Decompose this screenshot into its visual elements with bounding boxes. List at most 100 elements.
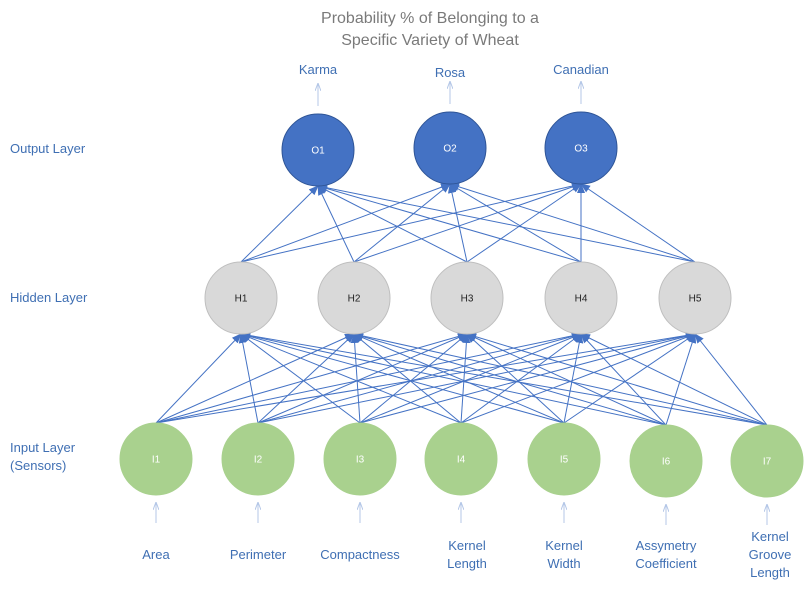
hidden-node-h3-label: H3 xyxy=(461,294,474,305)
hidden-node-h4-circle xyxy=(544,261,618,335)
input-label-kernel-groove-length: Kernel Groove Length xyxy=(748,529,792,580)
nodes: O1 O2 O3 H1 H2 H3 H4 H5 I1 I2 I3 I4 I5 I6 I7 xyxy=(119,111,804,498)
edge-i1-h4 xyxy=(155,331,582,424)
io-arrows xyxy=(156,82,767,525)
output-node-o1: O1 xyxy=(281,113,355,187)
edge-i4-h4 xyxy=(460,333,582,424)
hidden-node-h4-label: H4 xyxy=(575,294,588,305)
edge-h3-o2 xyxy=(448,183,468,263)
output-node-o3-label: O3 xyxy=(574,144,588,155)
edge-i5-h1 xyxy=(240,332,565,424)
edge-i6-h5 xyxy=(665,333,697,426)
edge-h2-o2 xyxy=(353,183,451,263)
edge-h4-o2 xyxy=(449,183,582,263)
edge-i3-h5 xyxy=(359,332,696,424)
edge-i7-h1 xyxy=(240,331,768,426)
input-node-i7-circle xyxy=(730,424,804,498)
input-node-i3: I3 xyxy=(323,422,397,496)
edge-i6-h1 xyxy=(240,331,667,426)
edge-i7-h2 xyxy=(353,332,768,426)
edge-i4-h2 xyxy=(353,333,462,424)
output-node-o1-label: O1 xyxy=(311,146,325,157)
hidden-node-h2: H2 xyxy=(317,261,391,335)
output-label-canadian: Canadian xyxy=(553,62,609,77)
hidden-node-h5: H5 xyxy=(658,261,732,335)
input-node-i2: I2 xyxy=(221,422,295,496)
edge-h2-o3 xyxy=(353,183,582,263)
edge-i7-h3 xyxy=(466,332,768,426)
edge-h1-o3 xyxy=(240,182,582,263)
hidden-node-h2-circle xyxy=(317,261,391,335)
output-layer-label: Output Layer xyxy=(10,141,86,156)
input-node-i7-label: I7 xyxy=(763,457,772,468)
output-label-karma: Karma xyxy=(298,62,338,77)
input-node-i5: I5 xyxy=(527,422,601,496)
input-node-i5-label: I5 xyxy=(560,455,569,466)
input-node-i6: I6 xyxy=(629,424,703,498)
edge-i3-h2 xyxy=(350,333,361,424)
edge-i1-h5 xyxy=(155,331,696,424)
input-node-i5-circle xyxy=(527,422,601,496)
hidden-node-h1-label: H1 xyxy=(235,294,248,305)
hidden-node-h4: H4 xyxy=(544,261,618,335)
output-node-o3-circle xyxy=(544,111,618,185)
output-node-o2: O2 xyxy=(413,111,487,185)
input-label-kernel-width: Kernel Width xyxy=(545,538,583,571)
hidden-node-h2-label: H2 xyxy=(348,294,361,305)
edge-i2-h4 xyxy=(257,332,582,424)
hidden-layer-label: Hidden Layer xyxy=(10,290,88,305)
edge-i1-h1 xyxy=(155,333,242,424)
diagram-title-line2: Specific Variety of Wheat xyxy=(341,32,519,49)
edge-i6-h4 xyxy=(580,333,667,426)
edge-h3-o1 xyxy=(317,185,468,263)
input-layer-label: Input Layer xyxy=(10,440,76,455)
connection-edges xyxy=(155,182,768,426)
hidden-node-h1: H1 xyxy=(204,261,278,335)
input-node-i2-label: I2 xyxy=(254,455,263,466)
edge-i3-h4 xyxy=(359,333,582,424)
input-label-kernel-length: Kernel Length xyxy=(447,538,487,571)
input-node-i3-label: I3 xyxy=(356,455,365,466)
edge-i5-h4 xyxy=(563,333,584,424)
input-node-i3-circle xyxy=(323,422,397,496)
edge-i6-h3 xyxy=(466,333,667,426)
input-node-i2-circle xyxy=(221,422,295,496)
input-node-i6-circle xyxy=(629,424,703,498)
edge-i2-h1 xyxy=(238,333,259,424)
input-node-i7: I7 xyxy=(730,424,804,498)
hidden-node-h1-circle xyxy=(204,261,278,335)
edge-h4-o1 xyxy=(317,184,582,263)
edge-i4-h5 xyxy=(460,333,696,424)
edge-i1-h3 xyxy=(155,332,468,424)
edge-i2-h3 xyxy=(257,333,468,424)
edge-i5-h2 xyxy=(353,333,565,424)
hidden-node-h3-circle xyxy=(430,261,504,335)
edge-i4-h3 xyxy=(460,333,471,424)
edge-i3-h3 xyxy=(359,333,468,424)
edge-i4-h1 xyxy=(240,333,462,424)
hidden-node-h3: H3 xyxy=(430,261,504,335)
output-label-rosa: Rosa xyxy=(434,65,466,80)
output-node-o3: O3 xyxy=(544,111,618,185)
input-label-area: Area xyxy=(142,547,170,562)
input-node-i4-label: I4 xyxy=(457,455,466,466)
output-node-o1-circle xyxy=(281,113,355,187)
edge-i2-h5 xyxy=(257,331,696,424)
hidden-node-h5-circle xyxy=(658,261,732,335)
edge-i5-h3 xyxy=(466,333,565,424)
edge-h1-o2 xyxy=(240,183,451,263)
diagram-title-line1: Probability % of Belonging to a xyxy=(321,10,539,27)
edge-h1-o1 xyxy=(240,185,319,263)
input-label-perimeter: Perimeter xyxy=(229,547,287,562)
input-node-i1: I1 xyxy=(119,422,193,496)
input-node-i1-label: I1 xyxy=(152,455,161,466)
input-label-compactness: Compactness xyxy=(320,547,400,562)
edge-i7-h5 xyxy=(694,333,768,426)
hidden-node-h5-label: H5 xyxy=(689,294,702,305)
edge-i3-h1 xyxy=(240,333,361,424)
input-node-i1-circle xyxy=(119,422,193,496)
input-layer-sublabel: (Sensors) xyxy=(10,458,67,473)
input-node-i4: I4 xyxy=(424,422,498,496)
edge-i1-h2 xyxy=(155,333,355,424)
